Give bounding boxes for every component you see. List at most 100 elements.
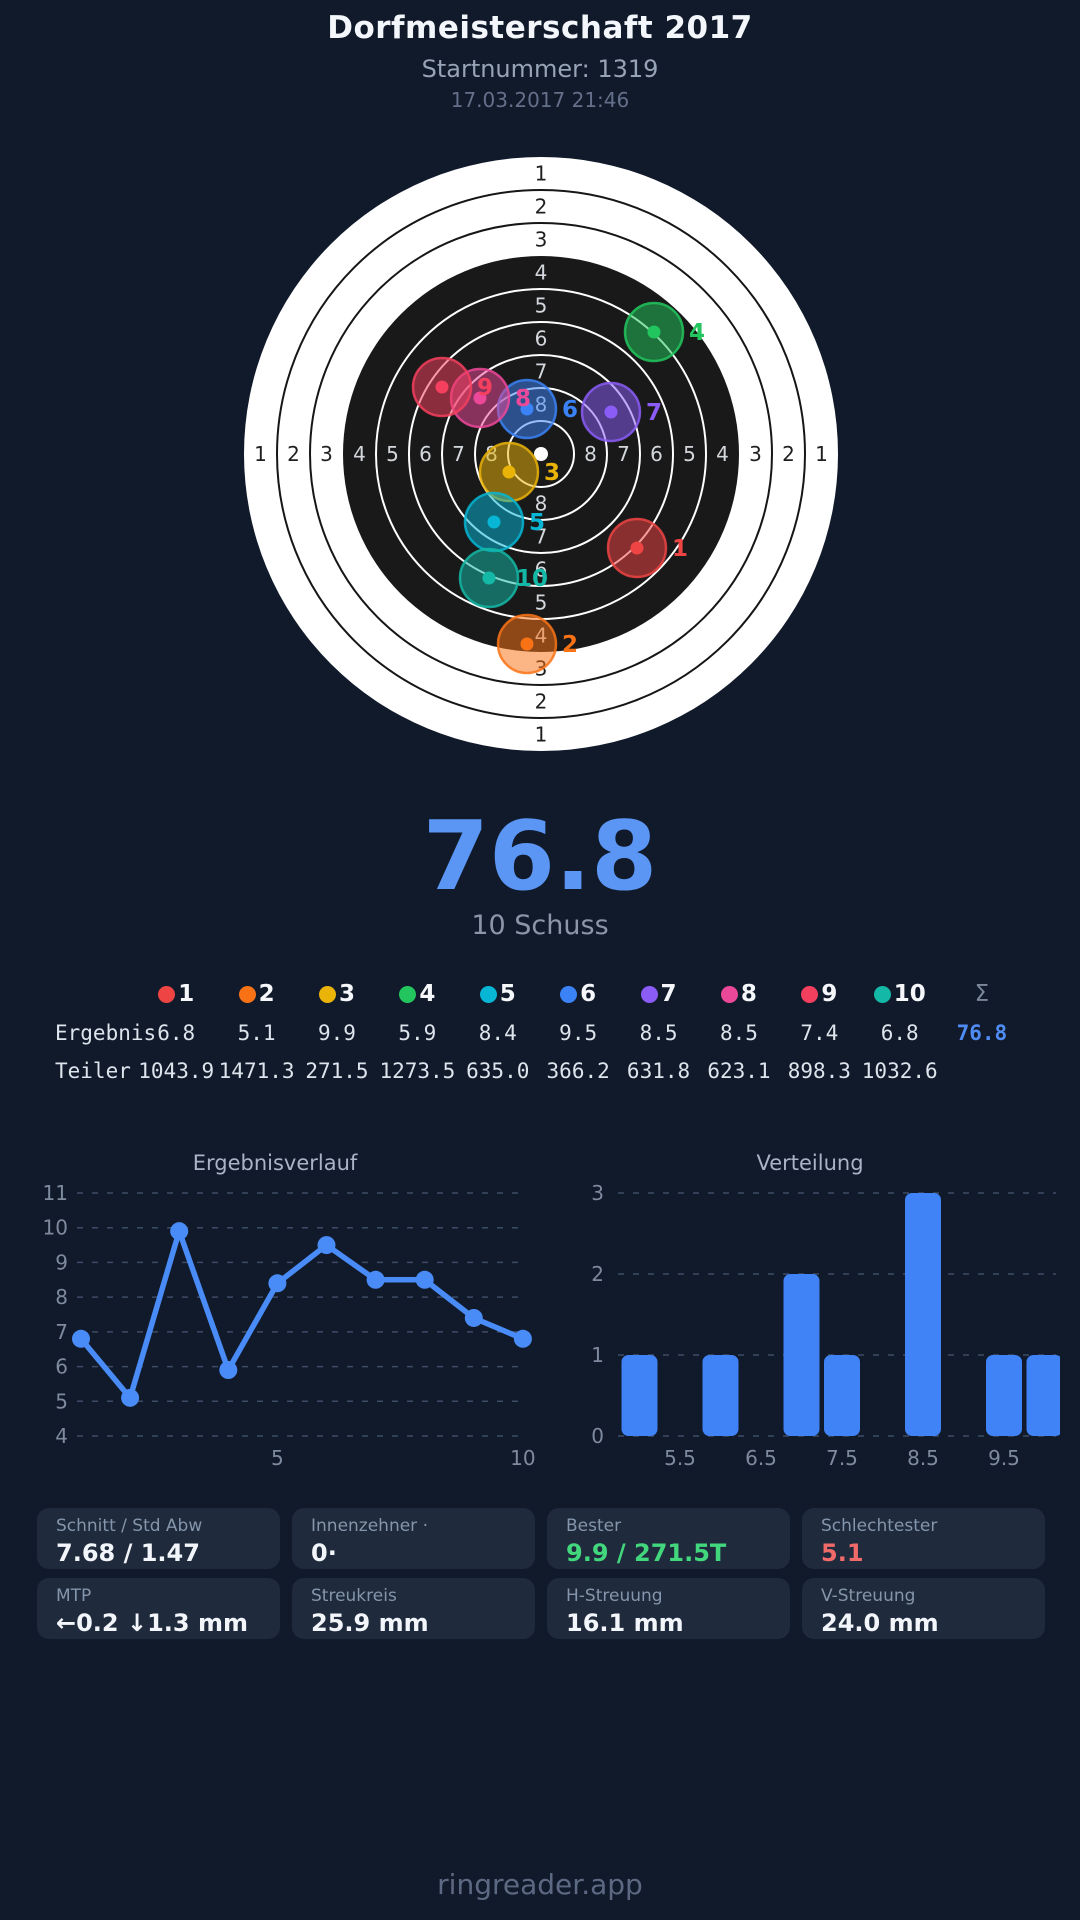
shot-color-dot — [318, 985, 336, 1003]
stat-label: MTP — [56, 1586, 92, 1606]
data-point — [72, 1329, 90, 1348]
shot-marker-10: 10 — [458, 547, 548, 609]
data-point — [513, 1329, 532, 1348]
stat-label: Bester — [566, 1516, 622, 1536]
shot-color-dot — [801, 985, 819, 1003]
ergebnis-value-9: 7.4 — [800, 1021, 839, 1045]
ring-number: 5 — [683, 442, 696, 466]
target-diagram: 1111222233334444555566667777888812345678… — [244, 157, 838, 751]
header: Dorfmeisterschaft 2017 Startnummer: 1319… — [0, 10, 1080, 112]
stat-label: H-Streuung — [566, 1586, 663, 1606]
ring-number: 2 — [535, 195, 548, 219]
x-tick-label: 7.5 — [826, 1446, 858, 1470]
app-brand: ringreader.app — [437, 1868, 643, 1901]
teiler-sum-empty — [940, 1053, 1024, 1089]
ergebnis-value-6: 9.5 — [559, 1021, 598, 1045]
teiler-value-7: 631.8 — [626, 1059, 691, 1083]
stat-value: 25.9 mm — [311, 1609, 429, 1637]
verteilung-bar-chart: Verteilung 0 1 2 3 5.5 6.5 7.5 8.5 9.5 — [591, 1151, 1060, 1470]
y-tick-label: 3 — [591, 1181, 604, 1205]
shot-color-dot — [158, 985, 176, 1003]
histogram-bar — [621, 1355, 658, 1436]
ergebnis-value-8: 8.5 — [719, 1021, 758, 1045]
ring-line — [408, 321, 674, 587]
histogram-bar — [824, 1355, 860, 1436]
y-tick-label: 4 — [55, 1424, 68, 1448]
data-point — [268, 1274, 287, 1293]
shot-center-dot — [604, 405, 618, 419]
target-center-dot — [534, 447, 548, 461]
stat-label: Streukreis — [311, 1586, 397, 1606]
histogram-bar — [905, 1193, 941, 1436]
stat-value: 16.1 mm — [566, 1609, 684, 1637]
legend-shot-5: 5 — [458, 975, 538, 1013]
teiler-value-5: 635.0 — [466, 1059, 530, 1083]
shot-marker-9: 9 — [411, 356, 493, 418]
shot-results-table: 1 2 3 4 5 6 7 8 9 10 Σ Ergebnis 6.8 5.1 9.9 5.9 8.4 9.5 8.… — [28, 975, 1028, 1089]
stat-card-innenzehner: Innenzehner · 0· — [292, 1508, 535, 1569]
data-point — [366, 1270, 385, 1289]
ring-number: 1 — [535, 162, 548, 186]
legend-shot-2: 2 — [216, 975, 296, 1013]
ring-number: 5 — [535, 591, 548, 615]
ring-number: 2 — [535, 690, 548, 714]
ring-number: 2 — [782, 442, 795, 466]
shot-marker-2: 2 — [496, 613, 578, 675]
row-label-ergebnis: Ergebnis — [55, 1021, 157, 1045]
shot-number: 9 — [821, 981, 838, 1007]
shot-color-dot — [399, 985, 417, 1003]
ring-number: 2 — [287, 442, 300, 466]
ring-number: 6 — [535, 558, 548, 582]
histogram-bar — [783, 1274, 820, 1436]
shot-marker-5: 5 — [463, 491, 545, 553]
legend-shot-1: 1 — [136, 975, 216, 1013]
teiler-value-2: 1471.3 — [218, 1059, 295, 1083]
legend-shot-8: 8 — [699, 975, 779, 1013]
ring-number: 3 — [749, 442, 762, 466]
x-tick-label: 6.5 — [745, 1446, 777, 1470]
y-tick-label: 9 — [55, 1250, 68, 1274]
shot-number: 5 — [499, 981, 516, 1007]
ring-number: 7 — [535, 525, 548, 549]
ring-number: 6 — [650, 442, 663, 466]
x-tick-label: 9.5 — [988, 1446, 1020, 1470]
shot-number-label: 6 — [562, 397, 578, 423]
ring-number: 3 — [535, 228, 548, 252]
x-tick-label: 5 — [271, 1446, 284, 1470]
stat-value: 7.68 / 1.47 — [56, 1539, 200, 1567]
stat-card-schlechtester: Schlechtester 5.1 — [802, 1508, 1045, 1569]
legend-shot-10: 10 — [860, 975, 940, 1013]
stat-card-streukreis: Streukreis 25.9 mm — [292, 1578, 535, 1639]
shot-count-label: 10 Schuss — [471, 909, 609, 941]
ring-number: 1 — [535, 723, 548, 747]
shot-number-label: 10 — [516, 566, 548, 592]
y-tick-label: 10 — [43, 1216, 68, 1240]
stat-value: 0· — [311, 1539, 337, 1567]
shot-number: 8 — [740, 981, 757, 1007]
legend-shot-9: 9 — [779, 975, 859, 1013]
shot-number-label: 5 — [529, 510, 545, 536]
ring-number: 5 — [386, 442, 399, 466]
teiler-value-9: 898.3 — [787, 1059, 851, 1083]
y-tick-label: 8 — [55, 1285, 68, 1309]
ring-line — [441, 354, 641, 554]
stat-value: 5.1 — [821, 1539, 864, 1567]
shot-marker-6: 6 — [496, 378, 578, 440]
ring-number: 7 — [617, 442, 630, 466]
ergebnis-value-10: 6.8 — [880, 1021, 919, 1045]
ring-number: 7 — [452, 442, 465, 466]
teiler-value-10: 1032.6 — [861, 1059, 938, 1083]
chart-title: Ergebnisverlauf — [193, 1151, 358, 1175]
stat-card-bester: Bester 9.9 / 271.5T — [547, 1508, 790, 1569]
ring-number: 1 — [815, 442, 828, 466]
shot-color-dot — [720, 985, 738, 1003]
data-point — [464, 1308, 483, 1327]
teiler-value-1: 1043.9 — [138, 1059, 215, 1083]
ring-number: 3 — [320, 442, 333, 466]
y-tick-label: 6 — [55, 1355, 68, 1379]
ring-number: 4 — [353, 442, 366, 466]
stat-label: V-Streuung — [821, 1586, 916, 1606]
shot-color-dot — [560, 985, 578, 1003]
y-tick-label: 5 — [55, 1389, 68, 1413]
